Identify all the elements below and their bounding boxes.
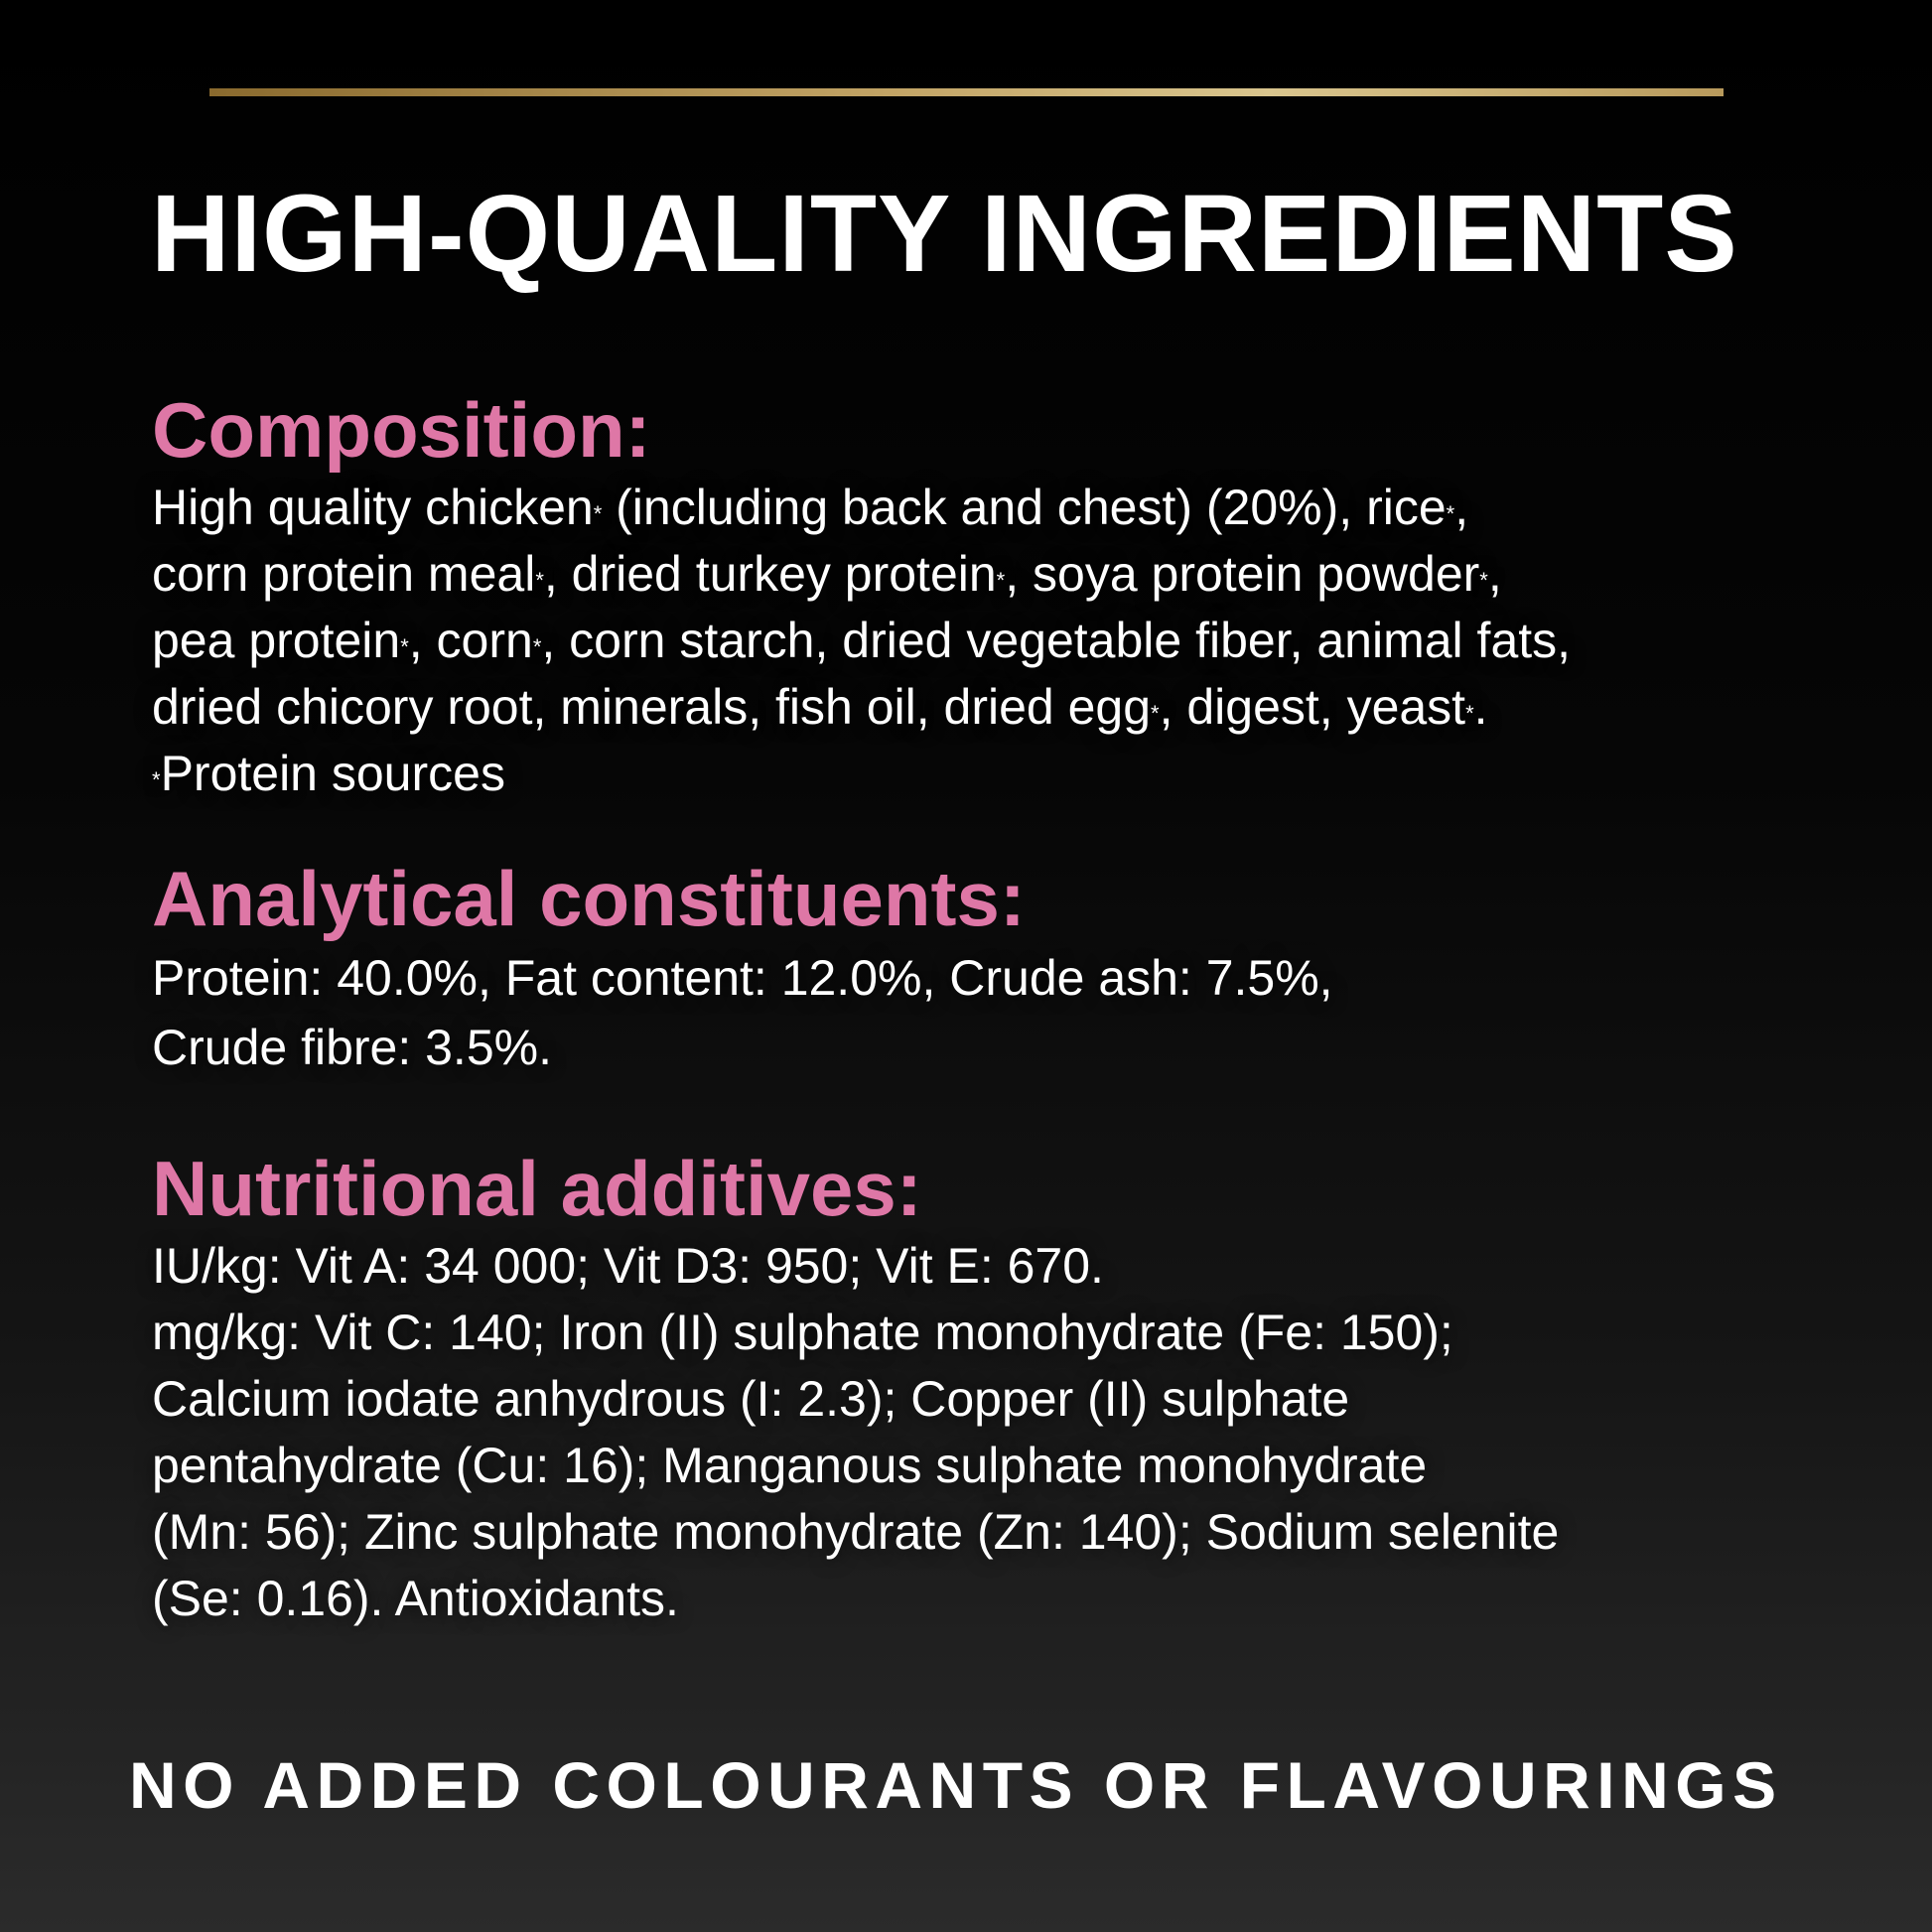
gold-divider-line bbox=[209, 88, 1724, 96]
footer-claim: NO ADDED COLOURANTS OR FLAVOURINGS bbox=[129, 1748, 1783, 1822]
additives-heading: Nutritional additives: bbox=[152, 1145, 922, 1232]
analytical-body: Protein: 40.0%, Fat content: 12.0%, Crud… bbox=[152, 943, 1333, 1082]
additives-body: IU/kg: Vit A: 34 000; Vit D3: 950; Vit E… bbox=[152, 1233, 1559, 1632]
text-line: IU/kg: Vit A: 34 000; Vit D3: 950; Vit E… bbox=[152, 1238, 1104, 1294]
text-line: (Mn: 56); Zinc sulphate monohydrate (Zn:… bbox=[152, 1504, 1560, 1560]
text-line: dried chicory root, minerals, fish oil, … bbox=[152, 679, 1488, 735]
page-title: HIGH-QUALITY INGREDIENTS bbox=[151, 173, 1738, 295]
text-line: Crude fibre: 3.5%. bbox=[152, 1020, 552, 1075]
text-line: corn protein meal*, dried turkey protein… bbox=[152, 546, 1502, 602]
additives-section: Nutritional additives: IU/kg: Vit A: 34 … bbox=[152, 1144, 1559, 1632]
text-line: Protein: 40.0%, Fat content: 12.0%, Crud… bbox=[152, 950, 1333, 1006]
text-line: pentahydrate (Cu: 16); Manganous sulphat… bbox=[152, 1438, 1428, 1493]
text-line: mg/kg: Vit C: 140; Iron (II) sulphate mo… bbox=[152, 1305, 1453, 1360]
text-line: *Protein sources bbox=[152, 746, 505, 801]
text-line: High quality chicken* (including back an… bbox=[152, 480, 1469, 535]
text-line: pea protein*, corn*, corn starch, dried … bbox=[152, 613, 1572, 668]
analytical-section: Analytical constituents: Protein: 40.0%,… bbox=[152, 854, 1333, 1082]
text-line: (Se: 0.16). Antioxidants. bbox=[152, 1571, 679, 1626]
analytical-heading: Analytical constituents: bbox=[152, 855, 1026, 942]
composition-body: High quality chicken* (including back an… bbox=[152, 475, 1571, 807]
composition-section: Composition: High quality chicken* (incl… bbox=[152, 385, 1571, 807]
text-line: Calcium iodate anhydrous (I: 2.3); Coppe… bbox=[152, 1371, 1350, 1427]
composition-heading: Composition: bbox=[152, 386, 651, 474]
